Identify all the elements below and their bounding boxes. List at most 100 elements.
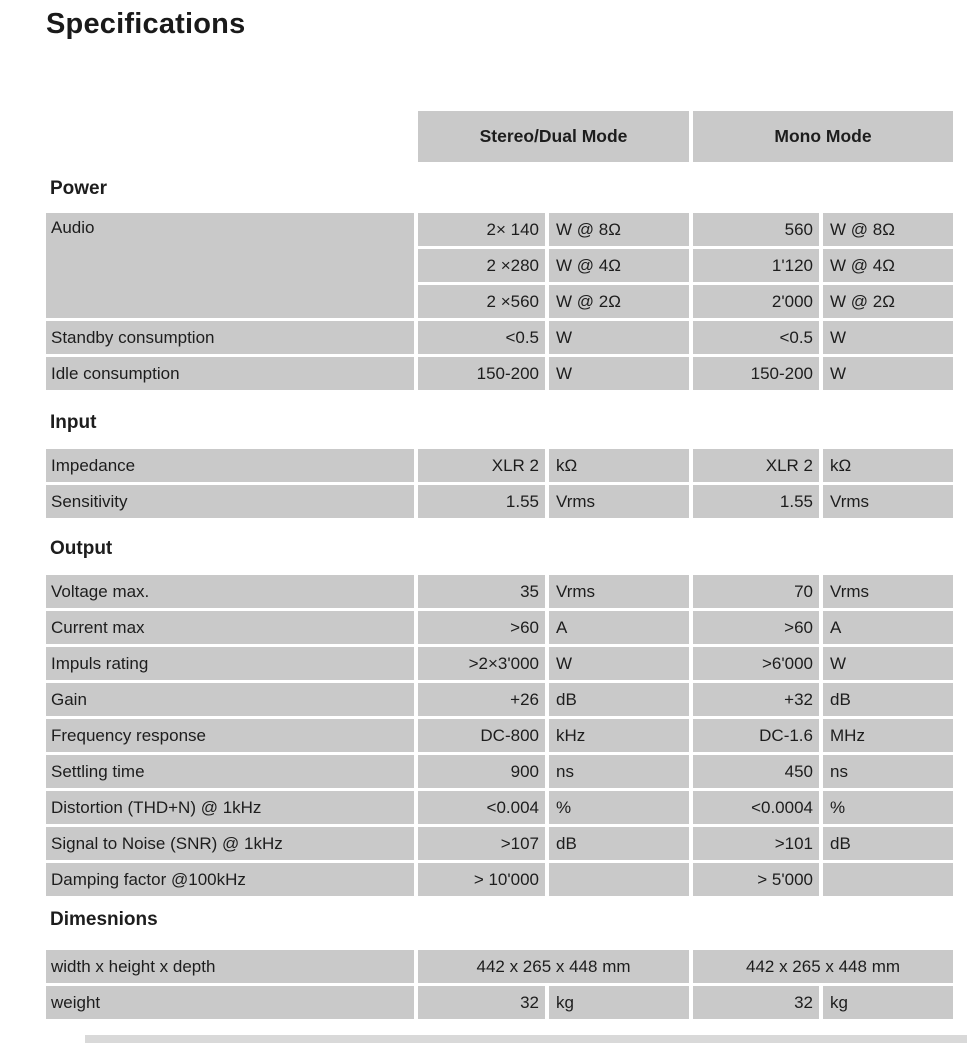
mono-unit-cell: Vrms <box>823 575 953 608</box>
spec-label-cell: Standby consumption <box>46 321 414 354</box>
stereo-value-cell: > 10'000 <box>418 863 545 896</box>
stereo-unit-cell: A <box>549 611 689 644</box>
specifications-table: Stereo/Dual Mode Mono Mode Power Audio 2× … <box>46 111 953 1019</box>
stereo-unit-cell: dB <box>549 683 689 716</box>
mono-value-cell: DC-1.6 <box>693 719 819 752</box>
section-title-dimensions: Dimesnions <box>50 909 158 930</box>
stereo-value-cell: 32 <box>418 986 545 1019</box>
mono-unit-cell: kΩ <box>823 449 953 482</box>
section-title-input: Input <box>50 412 97 433</box>
stereo-unit-cell: kg <box>549 986 689 1019</box>
section-title-output: Output <box>50 538 113 559</box>
stereo-value-cell: 150-200 <box>418 357 545 390</box>
mono-unit-cell: Vrms <box>823 485 953 518</box>
stereo-unit-cell: W <box>549 647 689 680</box>
spec-label-cell: Idle consumption <box>46 357 414 390</box>
stereo-value-cell: >107 <box>418 827 545 860</box>
stereo-unit-cell: dB <box>549 827 689 860</box>
stereo-unit-cell: % <box>549 791 689 824</box>
stereo-value-cell: 35 <box>418 575 545 608</box>
stereo-value-cell: XLR 2 <box>418 449 545 482</box>
mono-value-cell: 70 <box>693 575 819 608</box>
mono-unit-cell: A <box>823 611 953 644</box>
mono-value-cell: <0.0004 <box>693 791 819 824</box>
spec-label-cell: Impedance <box>46 449 414 482</box>
mono-unit-cell: ns <box>823 755 953 788</box>
stereo-unit-cell: kΩ <box>549 449 689 482</box>
spec-label-cell: Current max <box>46 611 414 644</box>
stereo-value-cell: <0.5 <box>418 321 545 354</box>
stereo-value-cell: >60 <box>418 611 545 644</box>
mono-unit-cell: % <box>823 791 953 824</box>
column-header-stereo-dual-mode: Stereo/Dual Mode <box>418 111 689 162</box>
mono-unit-cell: W @ 8Ω <box>823 213 953 246</box>
page-title: Specifications <box>46 8 246 40</box>
spec-label-cell: Signal to Noise (SNR) @ 1kHz <box>46 827 414 860</box>
next-row-partial-strip <box>85 1035 967 1043</box>
stereo-value-cell: 900 <box>418 755 545 788</box>
mono-value-cell: <0.5 <box>693 321 819 354</box>
mono-unit-cell: W @ 4Ω <box>823 249 953 282</box>
mono-unit-cell: W <box>823 357 953 390</box>
mono-unit-cell <box>823 863 953 896</box>
stereo-value-cell: >2×3'000 <box>418 647 545 680</box>
spec-label-cell: Audio <box>46 213 414 318</box>
spec-label-cell: Sensitivity <box>46 485 414 518</box>
mono-value-cell: 32 <box>693 986 819 1019</box>
spec-label-cell: Damping factor @100kHz <box>46 863 414 896</box>
mono-unit-cell: kg <box>823 986 953 1019</box>
spec-label-cell: Voltage max. <box>46 575 414 608</box>
spec-label-cell: Gain <box>46 683 414 716</box>
mono-value-cell: >60 <box>693 611 819 644</box>
mono-value-cell: 560 <box>693 213 819 246</box>
stereo-unit-cell: W @ 4Ω <box>549 249 689 282</box>
mono-value-cell: 1.55 <box>693 485 819 518</box>
section-rows-input: Impedance XLR 2 kΩ XLR 2 kΩ Sensitivity 1.55 Vr… <box>46 449 953 518</box>
stereo-unit-cell: W <box>549 357 689 390</box>
stereo-unit-cell: ns <box>549 755 689 788</box>
stereo-value-cell: 2× 140 <box>418 213 545 246</box>
spec-label-cell: Frequency response <box>46 719 414 752</box>
stereo-value-cell: 2 ×560 <box>418 285 545 318</box>
table-sections: Power Audio 2× 140 W @ 8Ω 560 W @ 8Ω 2 ×280 W @… <box>46 177 953 1019</box>
stereo-value-cell: <0.004 <box>418 791 545 824</box>
section-rows-power: Audio 2× 140 W @ 8Ω 560 W @ 8Ω 2 ×280 W @ 4Ω 1'… <box>46 213 953 390</box>
mono-value-cell: >6'000 <box>693 647 819 680</box>
stereo-value-cell: DC-800 <box>418 719 545 752</box>
stereo-unit-cell: Vrms <box>549 575 689 608</box>
mono-unit-cell: MHz <box>823 719 953 752</box>
mono-value-cell: > 5'000 <box>693 863 819 896</box>
mono-value-cell: 2'000 <box>693 285 819 318</box>
mono-unit-cell: W <box>823 321 953 354</box>
section-rows-dimensions: width x height x depth 442 x 265 x 448 mm… <box>46 950 953 1019</box>
mono-merged-value-cell: 442 x 265 x 448 mm <box>693 950 953 983</box>
table-header-row: Stereo/Dual Mode Mono Mode <box>418 111 953 162</box>
stereo-value-cell: 2 ×280 <box>418 249 545 282</box>
stereo-value-cell: +26 <box>418 683 545 716</box>
mono-unit-cell: W @ 2Ω <box>823 285 953 318</box>
column-header-mono-mode: Mono Mode <box>693 111 953 162</box>
stereo-merged-value-cell: 442 x 265 x 448 mm <box>418 950 689 983</box>
spec-label-cell: Distortion (THD+N) @ 1kHz <box>46 791 414 824</box>
mono-unit-cell: W <box>823 647 953 680</box>
stereo-unit-cell <box>549 863 689 896</box>
spec-label-cell: weight <box>46 986 414 1019</box>
stereo-unit-cell: W <box>549 321 689 354</box>
stereo-unit-cell: Vrms <box>549 485 689 518</box>
mono-value-cell: +32 <box>693 683 819 716</box>
mono-value-cell: >101 <box>693 827 819 860</box>
mono-value-cell: 150-200 <box>693 357 819 390</box>
stereo-unit-cell: kHz <box>549 719 689 752</box>
stereo-value-cell: 1.55 <box>418 485 545 518</box>
spec-label-cell: Settling time <box>46 755 414 788</box>
section-rows-output: Voltage max. 35 Vrms 70 Vrms Current max >60 A >… <box>46 575 953 896</box>
spec-label-cell: Impuls rating <box>46 647 414 680</box>
section-title-power: Power <box>50 178 108 199</box>
mono-value-cell: 1'120 <box>693 249 819 282</box>
stereo-unit-cell: W @ 2Ω <box>549 285 689 318</box>
mono-unit-cell: dB <box>823 827 953 860</box>
mono-value-cell: 450 <box>693 755 819 788</box>
spec-label-cell: width x height x depth <box>46 950 414 983</box>
mono-value-cell: XLR 2 <box>693 449 819 482</box>
mono-unit-cell: dB <box>823 683 953 716</box>
